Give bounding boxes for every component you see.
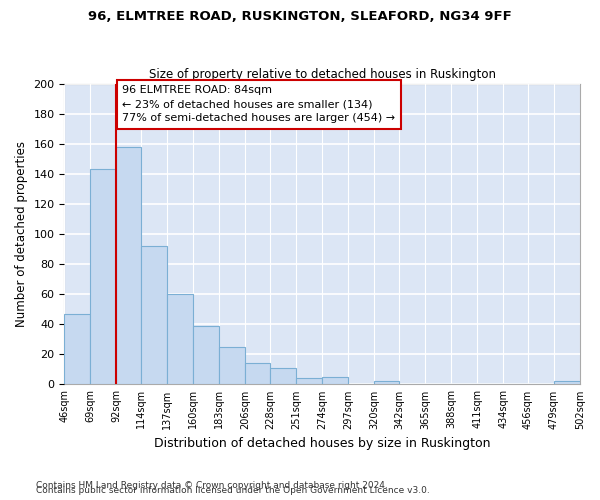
Bar [141, 246, 167, 384]
Bar [270, 368, 296, 384]
Y-axis label: Number of detached properties: Number of detached properties [15, 141, 28, 327]
Text: 96, ELMTREE ROAD, RUSKINGTON, SLEAFORD, NG34 9FF: 96, ELMTREE ROAD, RUSKINGTON, SLEAFORD, … [88, 10, 512, 23]
Bar [322, 377, 348, 384]
Bar [167, 294, 193, 384]
Text: Contains public sector information licensed under the Open Government Licence v3: Contains public sector information licen… [36, 486, 430, 495]
Text: Contains HM Land Registry data © Crown copyright and database right 2024.: Contains HM Land Registry data © Crown c… [36, 481, 388, 490]
X-axis label: Distribution of detached houses by size in Ruskington: Distribution of detached houses by size … [154, 437, 490, 450]
Bar [91, 170, 116, 384]
Bar [220, 347, 245, 385]
Bar [245, 364, 270, 384]
Bar [374, 382, 399, 384]
Text: 96 ELMTREE ROAD: 84sqm
← 23% of detached houses are smaller (134)
77% of semi-de: 96 ELMTREE ROAD: 84sqm ← 23% of detached… [122, 85, 395, 123]
Bar [193, 326, 220, 384]
Bar [64, 314, 91, 384]
Title: Size of property relative to detached houses in Ruskington: Size of property relative to detached ho… [149, 68, 496, 81]
Bar [554, 382, 580, 384]
Bar [116, 146, 141, 384]
Bar [296, 378, 322, 384]
